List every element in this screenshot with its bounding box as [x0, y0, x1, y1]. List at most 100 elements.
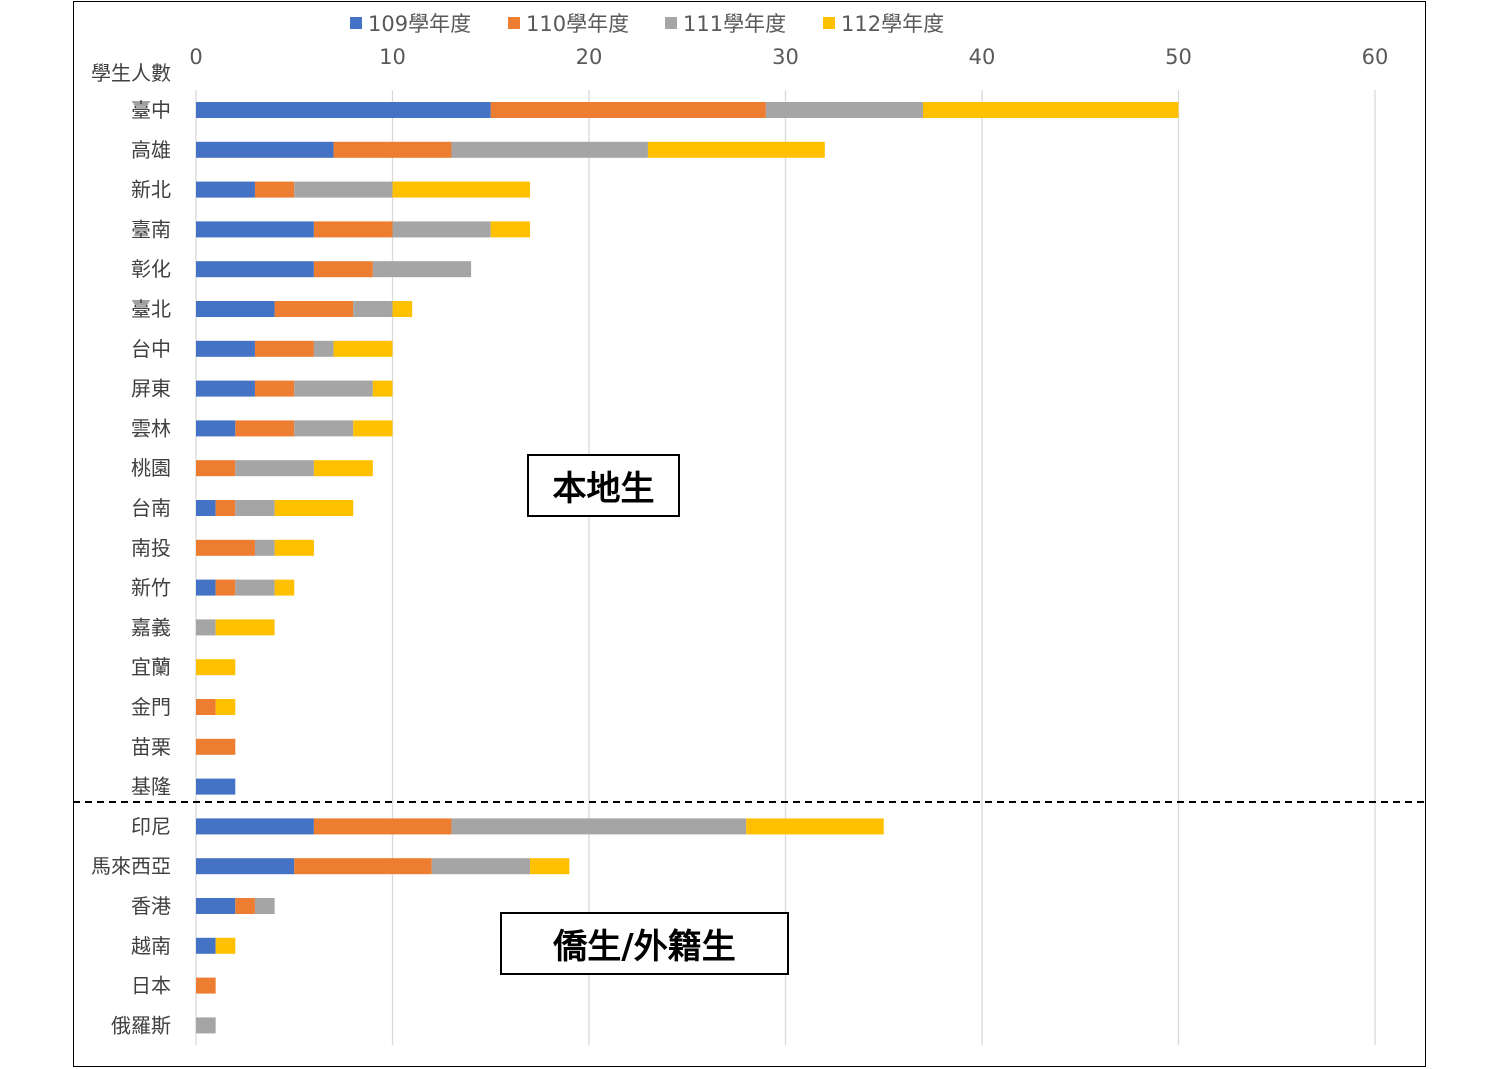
category-label: 金門	[131, 695, 171, 719]
bar-segment	[313, 460, 373, 477]
legend-label: 109學年度	[368, 12, 471, 36]
bar-segment	[254, 539, 275, 556]
bar-segment	[235, 500, 275, 516]
bar-segment	[353, 420, 393, 437]
legend-swatch	[665, 17, 677, 29]
bar-segment	[392, 181, 531, 198]
bar-segment	[353, 301, 393, 317]
bar-segment	[254, 340, 314, 357]
x-tick-label: 50	[1165, 45, 1192, 69]
bar-segment	[923, 102, 1179, 118]
x-tick-label: 40	[969, 45, 996, 69]
bar-segment	[451, 141, 648, 158]
bar-segment	[196, 937, 216, 954]
legend-swatch	[508, 17, 520, 29]
bar-segment	[196, 380, 255, 397]
y-axis-label: 學生人數	[91, 61, 171, 85]
category-labels: 臺中高雄新北臺南彰化臺北台中屏東雲林桃園台南南投新竹嘉義宜蘭金門苗栗基隆印尼馬來…	[91, 98, 171, 1037]
bar-segment	[196, 221, 314, 238]
bar-segment	[196, 818, 314, 835]
overseas-students-label: 僑生/外籍生	[500, 912, 789, 975]
bar-segment	[215, 619, 275, 636]
bar-segment	[274, 301, 354, 317]
bar-segment	[196, 539, 255, 556]
legend-swatch	[823, 17, 835, 29]
bar-segment	[235, 420, 295, 437]
category-label: 日本	[131, 974, 171, 998]
category-label: 雲林	[131, 416, 171, 440]
bar-segment	[294, 858, 432, 875]
gridlines	[195, 90, 1376, 1045]
bar-segment	[196, 261, 314, 278]
bar-segment	[313, 261, 373, 278]
bar-segment	[235, 579, 275, 596]
bar-segment	[392, 221, 491, 238]
bar-segment	[647, 141, 825, 158]
bar-segment	[196, 340, 255, 357]
bar-segment	[274, 579, 295, 596]
bar-segment	[215, 937, 236, 954]
bar-segment	[235, 898, 255, 914]
category-label: 桃園	[131, 456, 171, 480]
category-label: 南投	[131, 536, 171, 560]
category-label: 新竹	[131, 576, 171, 600]
category-label: 苗栗	[131, 735, 171, 759]
x-tick-label: 60	[1362, 45, 1389, 69]
bar-segment	[313, 221, 393, 238]
category-label: 嘉義	[131, 615, 171, 639]
bar-segment	[451, 818, 747, 835]
bar-segment	[431, 858, 531, 875]
bar-segment	[196, 579, 216, 596]
bar-segment	[196, 659, 236, 676]
category-label: 臺中	[131, 98, 171, 122]
category-label: 高雄	[131, 138, 171, 162]
bar-segment	[372, 261, 472, 278]
bar-segment	[274, 500, 354, 516]
bar-segment	[196, 1017, 216, 1034]
bar-segment	[294, 181, 393, 198]
x-tick-label: 10	[379, 45, 406, 69]
bar-segment	[196, 181, 255, 198]
category-label: 臺北	[131, 297, 171, 321]
category-label: 印尼	[131, 814, 171, 838]
bar-segment	[530, 858, 570, 875]
bar-segment	[294, 380, 373, 397]
bar-segment	[196, 500, 216, 516]
bar-segment	[196, 420, 236, 437]
category-label: 新北	[131, 178, 171, 202]
bar-segment	[215, 500, 236, 516]
x-tick-label: 0	[189, 45, 202, 69]
bar-segment	[196, 738, 236, 755]
bar-segment	[490, 102, 766, 118]
bar-segment	[196, 977, 216, 994]
legend-swatch	[350, 17, 362, 29]
bar-segment	[196, 858, 295, 875]
category-label: 俄羅斯	[111, 1013, 171, 1037]
bar-segment	[215, 699, 236, 715]
bar-segment	[196, 141, 334, 158]
bar-segment	[235, 460, 314, 477]
local-students-label: 本地生	[527, 454, 680, 517]
x-tick-label: 30	[772, 45, 799, 69]
bar-segment	[294, 420, 354, 437]
legend-label: 112學年度	[841, 12, 944, 36]
legend-label: 111學年度	[683, 12, 786, 36]
bar-segment	[196, 699, 216, 715]
x-tick-label: 20	[576, 45, 603, 69]
x-axis-ticks: 0 10 20 30 40 50 60	[189, 45, 1388, 69]
category-label: 台中	[131, 337, 171, 361]
category-label: 臺南	[131, 217, 171, 241]
bar-segment	[313, 818, 452, 835]
legend: 109學年度 110學年度 111學年度 112學年度	[350, 12, 944, 36]
category-label: 香港	[131, 894, 171, 918]
category-label: 宜蘭	[131, 655, 171, 679]
category-label: 越南	[131, 934, 171, 958]
bar-segment	[765, 102, 924, 118]
bar-segment	[215, 579, 236, 596]
bar-segment	[254, 380, 295, 397]
bar-segment	[196, 102, 491, 118]
bar-segment	[313, 340, 334, 357]
bar-segment	[333, 141, 452, 158]
bar-segment	[392, 301, 413, 317]
